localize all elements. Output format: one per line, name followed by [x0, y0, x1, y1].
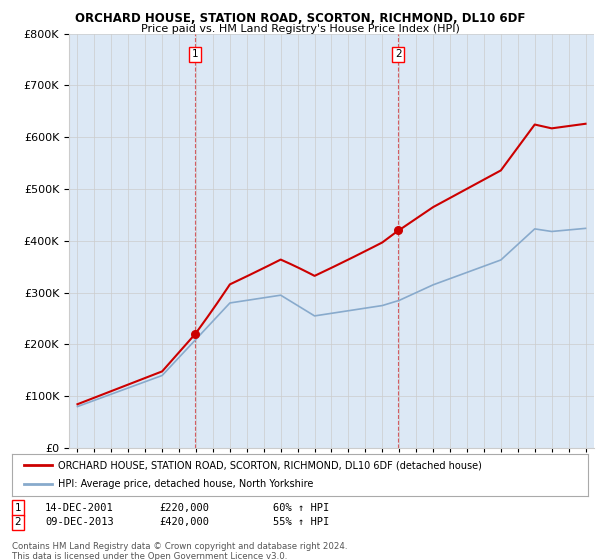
Text: HPI: Average price, detached house, North Yorkshire: HPI: Average price, detached house, Nort… [58, 479, 313, 489]
Text: 14-DEC-2001: 14-DEC-2001 [45, 503, 114, 513]
Text: 2: 2 [14, 517, 22, 528]
Text: Price paid vs. HM Land Registry's House Price Index (HPI): Price paid vs. HM Land Registry's House … [140, 24, 460, 34]
Text: 55% ↑ HPI: 55% ↑ HPI [273, 517, 329, 528]
Text: 1: 1 [192, 49, 199, 59]
Point [394, 226, 403, 235]
Text: 1: 1 [14, 503, 22, 513]
Text: Contains HM Land Registry data © Crown copyright and database right 2024.
This d: Contains HM Land Registry data © Crown c… [12, 542, 347, 560]
Text: £420,000: £420,000 [159, 517, 209, 528]
Text: £220,000: £220,000 [159, 503, 209, 513]
Text: 2: 2 [395, 49, 402, 59]
Text: 60% ↑ HPI: 60% ↑ HPI [273, 503, 329, 513]
Text: ORCHARD HOUSE, STATION ROAD, SCORTON, RICHMOND, DL10 6DF: ORCHARD HOUSE, STATION ROAD, SCORTON, RI… [75, 12, 525, 25]
Text: 09-DEC-2013: 09-DEC-2013 [45, 517, 114, 528]
Point [190, 329, 200, 338]
Text: ORCHARD HOUSE, STATION ROAD, SCORTON, RICHMOND, DL10 6DF (detached house): ORCHARD HOUSE, STATION ROAD, SCORTON, RI… [58, 460, 482, 470]
